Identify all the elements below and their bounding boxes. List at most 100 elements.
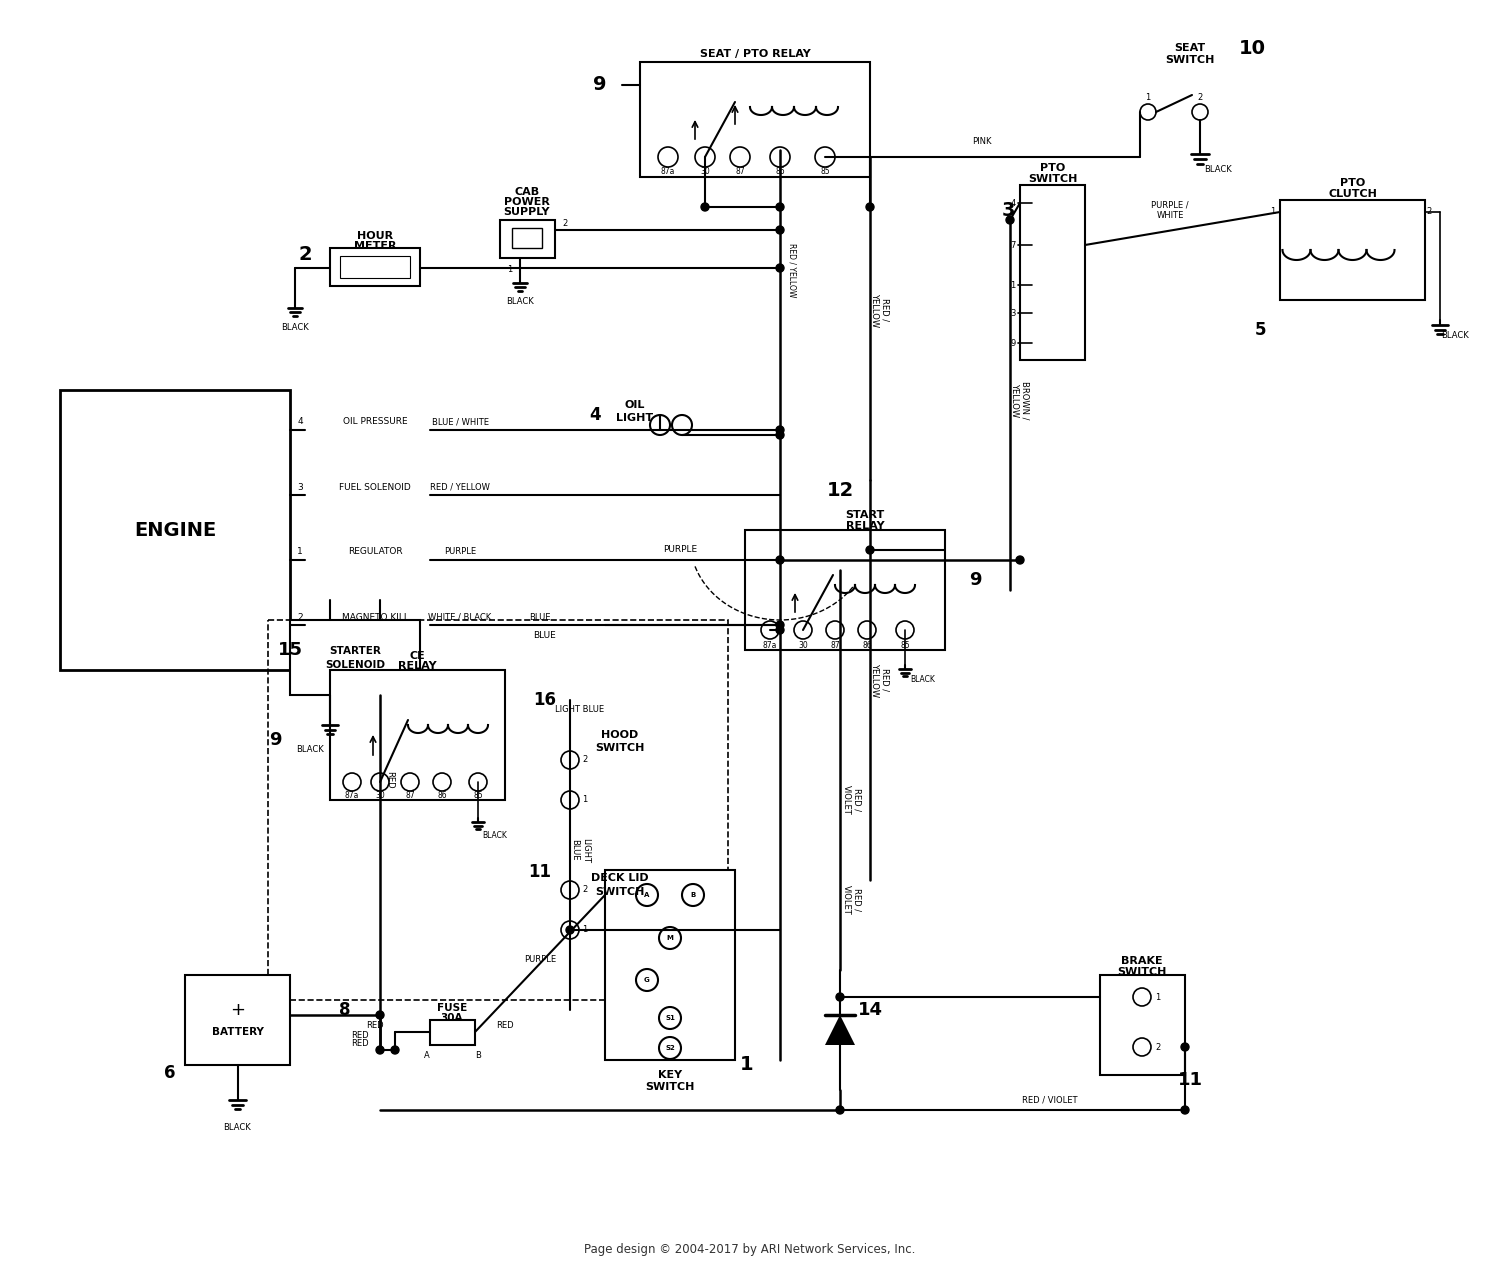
Text: 4: 4 — [1011, 198, 1016, 207]
Text: 30: 30 — [700, 168, 709, 177]
Bar — [290, 619, 420, 695]
Text: M: M — [666, 935, 674, 941]
Text: 87: 87 — [830, 641, 840, 650]
Text: RED /
YELLOW: RED / YELLOW — [870, 293, 889, 327]
Text: BROWN /
YELLOW: BROWN / YELLOW — [1011, 380, 1029, 420]
Text: BLUE: BLUE — [534, 631, 556, 640]
Text: S2: S2 — [664, 1046, 675, 1051]
Circle shape — [1192, 104, 1208, 120]
Text: PURPLE /
WHITE: PURPLE / WHITE — [1150, 200, 1190, 220]
Text: 2: 2 — [1426, 207, 1431, 216]
Bar — [430, 1020, 476, 1046]
Text: 6: 6 — [165, 1063, 176, 1082]
Text: 2: 2 — [582, 885, 588, 894]
Text: OIL: OIL — [626, 399, 645, 410]
Circle shape — [370, 773, 388, 791]
Text: 5: 5 — [1254, 321, 1266, 340]
Bar — [330, 248, 420, 286]
Text: 1: 1 — [582, 926, 588, 935]
Text: 9: 9 — [268, 731, 282, 749]
Text: SWITCH: SWITCH — [1118, 967, 1167, 977]
Circle shape — [1180, 1043, 1190, 1051]
Text: STARTER: STARTER — [328, 645, 381, 655]
Bar — [340, 256, 410, 279]
Text: BLACK: BLACK — [1204, 165, 1231, 174]
Text: 9: 9 — [1011, 338, 1016, 347]
Circle shape — [700, 204, 709, 211]
Text: 86: 86 — [862, 641, 871, 650]
Text: SWITCH: SWITCH — [1166, 55, 1215, 65]
Circle shape — [776, 265, 784, 272]
Circle shape — [776, 226, 784, 234]
Circle shape — [1016, 556, 1025, 563]
Circle shape — [1132, 988, 1150, 1006]
Text: RED / YELLOW: RED / YELLOW — [788, 243, 796, 298]
Circle shape — [776, 204, 784, 211]
Bar — [1280, 200, 1425, 300]
Text: 1: 1 — [1146, 93, 1150, 102]
Text: BLACK: BLACK — [506, 298, 534, 307]
Circle shape — [636, 884, 658, 906]
Text: CAB: CAB — [514, 187, 540, 197]
Text: 2: 2 — [298, 245, 312, 265]
Circle shape — [344, 773, 362, 791]
Text: 85: 85 — [472, 791, 483, 800]
Text: Page design © 2004-2017 by ARI Network Services, Inc.: Page design © 2004-2017 by ARI Network S… — [585, 1244, 915, 1257]
Text: B: B — [476, 1051, 482, 1060]
Text: 3: 3 — [1011, 309, 1016, 318]
Circle shape — [794, 621, 812, 639]
Bar — [604, 870, 735, 1060]
Text: RED: RED — [496, 1020, 514, 1029]
Text: A: A — [645, 892, 650, 898]
Circle shape — [865, 204, 874, 211]
Text: RELAY: RELAY — [846, 522, 885, 530]
Text: SWITCH: SWITCH — [645, 1082, 694, 1091]
Text: RELAY: RELAY — [398, 661, 436, 672]
Text: BLACK: BLACK — [296, 745, 324, 754]
Bar — [746, 530, 945, 650]
Bar — [268, 619, 728, 1000]
Text: 4: 4 — [297, 417, 303, 426]
Text: POWER: POWER — [504, 197, 550, 207]
Text: PTO: PTO — [1040, 163, 1065, 173]
Text: PURPLE: PURPLE — [444, 547, 476, 557]
Text: 4: 4 — [590, 406, 602, 424]
Text: RED /
VIOLET: RED / VIOLET — [843, 785, 861, 815]
Circle shape — [658, 1007, 681, 1029]
Circle shape — [1132, 1038, 1150, 1056]
Text: 3: 3 — [1002, 201, 1014, 220]
Text: REGULATOR: REGULATOR — [348, 547, 402, 557]
Text: 11: 11 — [528, 862, 552, 881]
Text: 85: 85 — [821, 168, 830, 177]
Text: 9: 9 — [592, 75, 606, 94]
Text: SOLENOID: SOLENOID — [326, 659, 386, 669]
Circle shape — [836, 1105, 844, 1114]
Text: PURPLE: PURPLE — [663, 546, 698, 555]
Text: 10: 10 — [1239, 38, 1266, 57]
Circle shape — [566, 926, 574, 934]
Circle shape — [561, 881, 579, 899]
Text: 1: 1 — [297, 547, 303, 557]
Text: 85: 85 — [900, 641, 910, 650]
Text: BATTERY: BATTERY — [211, 1027, 264, 1037]
Text: SWITCH: SWITCH — [596, 887, 645, 897]
Circle shape — [827, 621, 844, 639]
Text: 2: 2 — [582, 756, 588, 764]
Text: LIGHT
BLUE: LIGHT BLUE — [570, 837, 590, 862]
Text: 11: 11 — [1178, 1071, 1203, 1089]
Text: PINK: PINK — [972, 137, 992, 146]
Circle shape — [836, 993, 844, 1001]
Text: 2: 2 — [1197, 93, 1203, 102]
Text: 86: 86 — [776, 168, 784, 177]
Text: PURPLE: PURPLE — [524, 955, 556, 964]
Text: 30A: 30A — [441, 1013, 464, 1023]
Circle shape — [658, 927, 681, 949]
Text: 87: 87 — [735, 168, 746, 177]
Text: FUEL SOLENOID: FUEL SOLENOID — [339, 482, 411, 491]
Text: SWITCH: SWITCH — [596, 743, 645, 753]
Text: S1: S1 — [664, 1015, 675, 1021]
Text: 1: 1 — [507, 266, 513, 275]
Text: 87: 87 — [405, 791, 416, 800]
Circle shape — [650, 415, 670, 435]
Text: PTO: PTO — [1340, 178, 1365, 188]
